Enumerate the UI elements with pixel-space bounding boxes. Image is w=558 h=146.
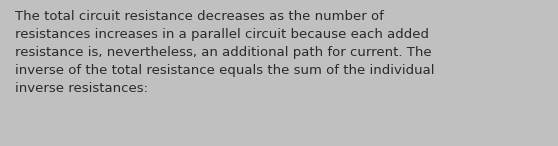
Text: The total circuit resistance decreases as the number of
resistances increases in: The total circuit resistance decreases a… bbox=[15, 10, 435, 95]
